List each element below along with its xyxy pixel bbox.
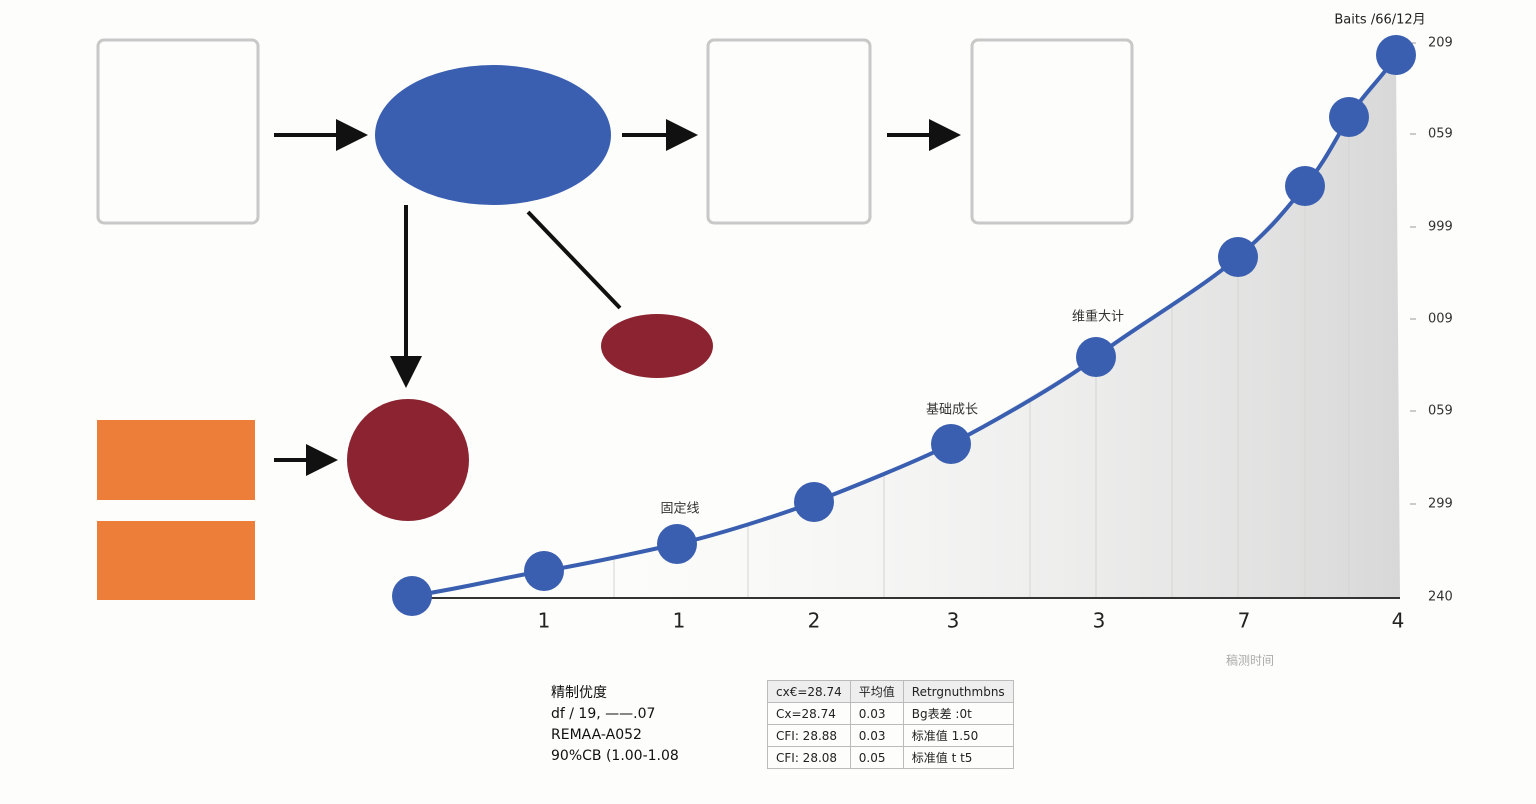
box <box>970 38 1134 225</box>
table-cell: Bg表差 :0t <box>902 702 1014 725</box>
axis-label: 稿测时间 <box>1226 653 1274 668</box>
stat-line: 90%CB (1.00-1.08 <box>551 748 679 764</box>
table-cell: 0.03 <box>849 702 904 725</box>
y-label: 009 <box>1428 312 1453 327</box>
y-label: 299 <box>1428 497 1453 512</box>
block <box>97 521 255 600</box>
table-row: CFI: 28.88 0.03 标准值 1.50 <box>767 724 1014 747</box>
x-label: 3 <box>1093 609 1106 633</box>
box <box>706 38 872 225</box>
circle-node <box>347 399 469 521</box>
x-label: 2 <box>808 609 821 633</box>
annotation: 固定线 <box>660 502 699 517</box>
stats: 精制优度 df / 19, ——.07 REMAA-A052 90%CB (1.00-… <box>551 683 679 767</box>
drop-lines <box>613 117 1350 598</box>
table-cell: 0.05 <box>849 746 904 769</box>
stat-line: 精制优度 <box>551 685 607 701</box>
arrows <box>274 119 961 476</box>
y-label: 059 <box>1428 404 1453 419</box>
y-label: 240 <box>1428 590 1453 605</box>
table-cell: 标准值 1.50 <box>902 724 1014 747</box>
table-cell: CFI: 28.08 <box>767 746 851 769</box>
table-cell: 平均值 <box>849 680 904 703</box>
y-label: 059 <box>1428 127 1453 142</box>
table-cell: 0.03 <box>849 724 904 747</box>
block <box>97 420 255 500</box>
table-cell: Retrgnuthmbns <box>902 680 1014 703</box>
chart-caption: Baits /66/12月 <box>1334 13 1425 28</box>
table: cx€=28.74 平均值 Retrgnuthmbns Cx=28.74 0.03 Bg表… <box>767 680 1014 769</box>
stat-line: df / 19, ——.07 <box>551 706 656 722</box>
y-label: 999 <box>1428 220 1453 235</box>
annotation: 维重大计 <box>1072 309 1124 325</box>
y-ticks <box>1410 42 1416 505</box>
ellipse-node <box>601 314 713 378</box>
box <box>96 38 260 225</box>
table-cell: CFI: 28.88 <box>767 724 851 747</box>
table-row: Cx=28.74 0.03 Bg表差 :0t <box>767 702 1014 725</box>
ellipse-node <box>375 65 611 205</box>
x-label: 1 <box>673 609 686 633</box>
area <box>412 55 1400 598</box>
annotation: 基础成长 <box>926 403 978 418</box>
table-row: CFI: 28.08 0.05 标准值 t t5 <box>767 746 1014 769</box>
points <box>392 35 1416 616</box>
y-label: 209 <box>1428 36 1453 51</box>
x-label: 1 <box>538 609 551 633</box>
table-cell: 标准值 t t5 <box>902 746 1014 769</box>
table-row: cx€=28.74 平均值 Retrgnuthmbns <box>767 680 1014 703</box>
x-label: 4 <box>1392 609 1405 633</box>
table-cell: cx€=28.74 <box>767 680 851 703</box>
x-label: 7 <box>1238 609 1251 633</box>
stat-line: REMAA-A052 <box>551 727 642 743</box>
table-cell: Cx=28.74 <box>767 702 851 725</box>
x-label: 3 <box>947 609 960 633</box>
connector <box>526 210 622 310</box>
